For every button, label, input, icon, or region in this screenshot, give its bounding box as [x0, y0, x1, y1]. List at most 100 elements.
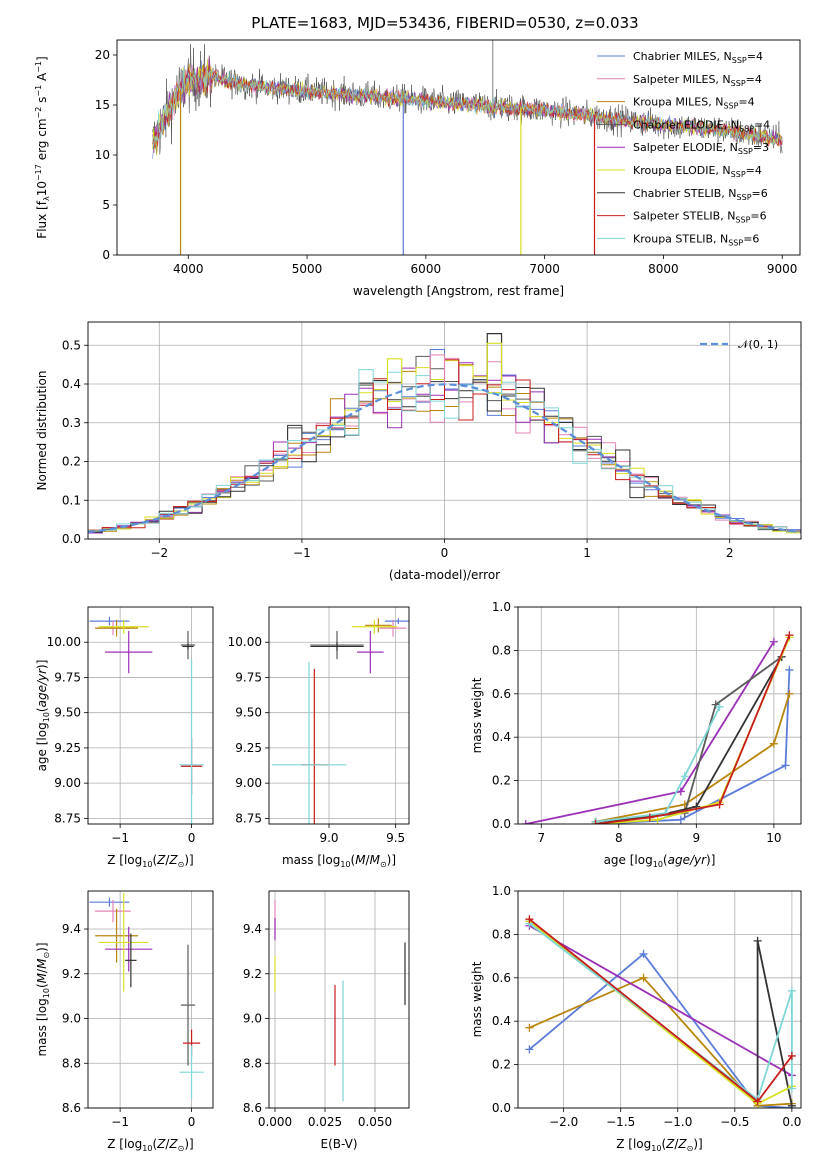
label-text: Kroupa STELIB, N	[633, 232, 728, 245]
x-tick-label: 8000	[648, 262, 679, 276]
label-text: /	[165, 1137, 170, 1151]
weight-marker	[785, 689, 794, 698]
label-text: age [log	[35, 722, 49, 771]
x-tick-label: 1	[583, 546, 591, 560]
y-tick-label: 8.75	[235, 811, 262, 825]
label-subscript: 10	[42, 712, 51, 722]
plot-area-mass_vs_ebv	[274, 899, 406, 1102]
y-tick-label: 9.00	[235, 776, 262, 790]
x-tick-label: 7000	[529, 262, 560, 276]
x-tick-label: −1.5	[606, 1115, 635, 1129]
x-tick-label: 2	[726, 546, 734, 560]
histogram-peak	[486, 333, 503, 384]
label-text: (	[35, 983, 49, 988]
label-subscript: SSP	[723, 102, 738, 111]
axes-mass_vs_Z: −1 08.68.89.09.29.4Z [log10(Z/Z⊙)]mass [l…	[35, 890, 214, 1153]
y-tick-label: 10.00	[47, 635, 81, 649]
y-tick-label: 20	[95, 48, 110, 62]
label-italic: Z	[168, 853, 178, 867]
label-subscript: SSP	[728, 238, 743, 247]
label-text: )]	[184, 1137, 193, 1151]
x-axis-label: Z [log10(Z/Z⊙)]	[107, 853, 193, 869]
label-text: Chabrier STELIB, N	[633, 187, 737, 200]
x-tick-label: −1	[111, 831, 129, 845]
y-tick-label: 8.75	[54, 811, 81, 825]
weight-marker	[639, 973, 648, 982]
label-italic: age/yr	[35, 668, 49, 707]
label-italic: Z	[156, 853, 166, 867]
label-text: (	[152, 853, 157, 867]
label-text: =4	[747, 50, 763, 63]
errorbar-point	[271, 661, 347, 824]
legend-entry: Chabrier STELIB, NSSP=6	[633, 187, 768, 202]
axes-frame	[116, 39, 801, 256]
weight-marker	[521, 820, 530, 824]
label-text: Salpeter ELODIE, N	[633, 141, 738, 154]
plot-area-residuals	[88, 333, 801, 534]
label-text: Kroupa ELODIE, N	[633, 164, 731, 177]
x-tick-label: 9000	[767, 262, 798, 276]
x-tick-label: 0.0	[782, 1115, 801, 1129]
legend-entry: Chabrier MILES, NSSP=4	[633, 50, 763, 65]
label-text: )]	[35, 942, 49, 951]
errorbar-point	[179, 659, 204, 824]
weight-marker	[715, 800, 724, 809]
label-text: =3	[753, 141, 769, 154]
weight-marker	[639, 949, 648, 958]
y-tick-label: 0.4	[62, 377, 81, 391]
weight-marker	[785, 631, 794, 640]
label-italic: age/yr	[668, 853, 707, 867]
weight-line	[529, 976, 792, 1107]
axes-weight_vs_Z: −2.0 −1.5 −1.0 −0.5 0.0 0.0 0.2 0.4 0.6 0.8 1.0 Z […	[470, 884, 802, 1153]
y-axis-label: mass weight	[470, 961, 484, 1037]
label-text: Flux [f	[35, 200, 49, 238]
label-text: =4	[754, 118, 770, 131]
weight-line	[525, 641, 775, 824]
label-text: Salpeter STELIB, N	[633, 210, 735, 223]
axes-frame	[87, 606, 214, 825]
axes-frame	[87, 890, 214, 1109]
label-subscript: 10	[142, 860, 152, 869]
y-axis-label: mass weight	[470, 677, 484, 753]
label-text: /	[674, 1137, 679, 1151]
x-axis-label: (data-model)/error	[389, 568, 500, 582]
axes-frame	[517, 606, 802, 825]
label-text: =6	[752, 187, 768, 200]
label-text: (	[152, 1137, 157, 1151]
legend-entry: Salpeter MILES, NSSP=4	[633, 73, 762, 88]
y-tick-label: 0.0	[492, 817, 511, 831]
weight-line	[595, 656, 783, 823]
weight-marker	[645, 813, 654, 822]
y-tick-label: 9.4	[243, 922, 262, 936]
weight-marker	[769, 637, 778, 646]
axes-frame	[268, 890, 410, 1109]
axes-frame	[517, 890, 802, 1109]
errorbar-point	[89, 616, 130, 626]
y-tick-label: 0.2	[492, 1058, 511, 1072]
y-tick-label: 9.2	[62, 967, 81, 981]
x-tick-label: 0.025	[308, 1115, 342, 1129]
label-text: )]	[387, 853, 396, 867]
x-tick-label: 0.000	[258, 1115, 292, 1129]
y-tick-label: 0.8	[492, 643, 511, 657]
errorbar-point	[95, 899, 131, 923]
x-axis-label: E(B-V)	[320, 1137, 357, 1151]
label-subscript: SSP	[739, 124, 754, 133]
errorbar-point	[385, 618, 409, 624]
x-tick-label: 7	[537, 831, 545, 845]
histogram-peak	[429, 354, 446, 384]
y-axis-label: Flux [fλ10−17 erg cm−2 s−1 A−1]	[34, 56, 51, 238]
weight-line	[595, 693, 791, 823]
axes-mass_vs_ebv: 0.000 0.025 0.050 8.6 8.8 9.0 9.2 9.4 E(B-V)	[243, 890, 410, 1151]
errorbar-point	[125, 933, 137, 988]
x-tick-label: −2.0	[549, 1115, 578, 1129]
x-axis-label: Z [log10(Z/Z⊙)]	[107, 1137, 193, 1153]
legend-entry: Salpeter ELODIE, NSSP=3	[633, 141, 769, 156]
errorbar-point	[98, 619, 149, 634]
y-tick-label: 0.5	[62, 338, 81, 352]
errorbar-point	[310, 642, 364, 651]
weight-line	[528, 924, 793, 1077]
label-subscript: λ	[42, 196, 51, 201]
